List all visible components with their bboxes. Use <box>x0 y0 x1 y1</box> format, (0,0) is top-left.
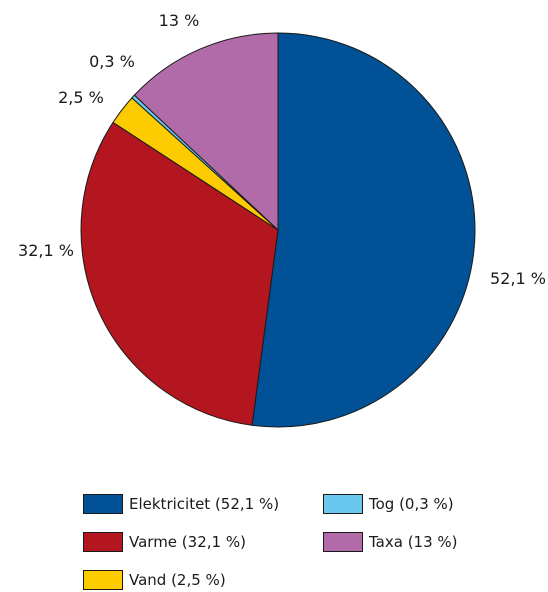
legend-item-vand: Vand (2,5 %) <box>83 568 226 592</box>
legend-swatch-varme <box>83 532 123 552</box>
slice-label-tog: 0,3 % <box>89 52 135 71</box>
legend-item-taxa: Taxa (13 %) <box>323 530 458 554</box>
legend-label-taxa: Taxa (13 %) <box>369 533 458 551</box>
legend-swatch-elektricitet <box>83 494 123 514</box>
pie-chart: 52,1 % 32,1 % 2,5 % 0,3 % 13 % <box>18 11 546 428</box>
legend-swatch-taxa <box>323 532 363 552</box>
legend-swatch-tog <box>323 494 363 514</box>
legend-label-vand: Vand (2,5 %) <box>129 571 226 589</box>
slice-label-vand: 2,5 % <box>58 88 104 107</box>
slice-label-varme: 32,1 % <box>18 241 74 260</box>
legend-label-elektricitet: Elektricitet (52,1 %) <box>129 495 280 513</box>
legend-item-elektricitet: Elektricitet (52,1 %) <box>83 492 279 516</box>
pie-slice-elektricitet <box>251 32 476 428</box>
slice-label-elektricitet: 52,1 % <box>490 269 546 288</box>
legend-swatch-vand <box>83 570 123 590</box>
slice-label-taxa: 13 % <box>159 11 200 30</box>
pie-slice-taxa <box>133 32 279 232</box>
legend-label-tog: Tog (0,3 %) <box>369 495 454 513</box>
legend-item-varme: Varme (32,1 %) <box>83 530 246 554</box>
legend-label-varme: Varme (32,1 %) <box>129 533 246 551</box>
legend-item-tog: Tog (0,3 %) <box>323 492 454 516</box>
